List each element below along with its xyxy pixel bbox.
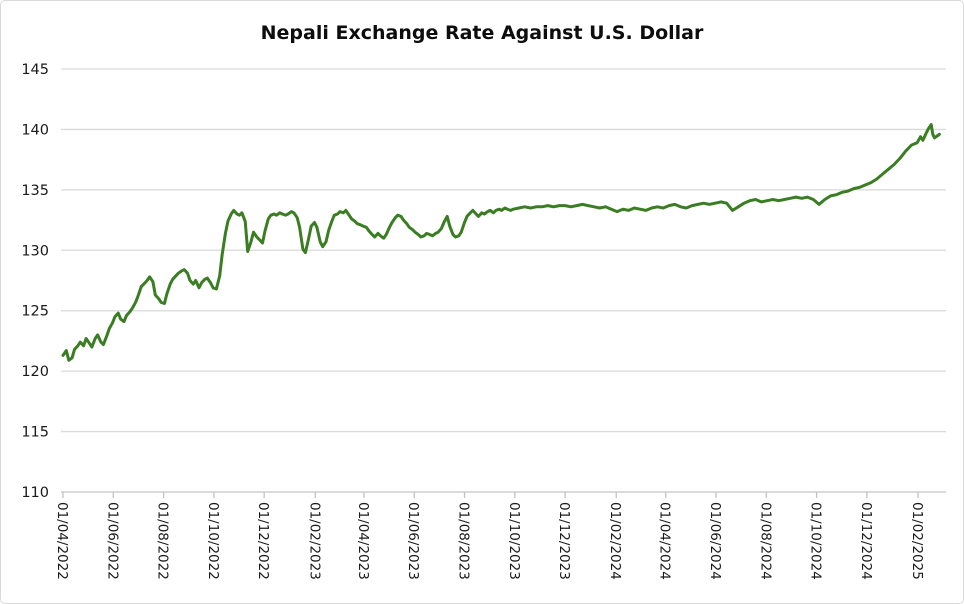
y-axis: 110 115 120 125 130 135 140 145 (21, 62, 49, 501)
y-axis-label: 120 (21, 364, 49, 380)
x-axis-label: 01/02/2025 (909, 502, 925, 580)
x-axis-label: 01/04/2023 (355, 502, 371, 580)
y-axis-label: 135 (21, 183, 49, 199)
y-axis-label: 145 (21, 62, 49, 78)
y-axis-label: 110 (21, 485, 49, 501)
x-axis-label: 01/10/2024 (808, 502, 824, 580)
y-axis-label: 140 (21, 122, 49, 138)
x-axis-label: 01/06/2022 (104, 502, 120, 580)
chart-title: Nepali Exchange Rate Against U.S. Dollar (261, 22, 704, 44)
x-axis-label: 01/10/2022 (205, 502, 221, 580)
x-axis-label: 01/12/2023 (556, 502, 572, 580)
exchange-rate-line (61, 123, 941, 362)
y-axis-label: 115 (21, 425, 49, 441)
x-axis-label: 01/12/2024 (858, 502, 874, 580)
gridlines (61, 68, 946, 493)
x-axis-label: 01/04/2024 (657, 502, 673, 580)
x-axis-label: 01/10/2023 (506, 502, 522, 580)
x-axis: 01/04/2022 01/06/2022 01/08/2022 01/10/2022… (54, 492, 925, 580)
y-axis-label: 130 (21, 243, 49, 259)
x-axis-label: 01/08/2024 (757, 502, 773, 580)
y-axis-label: 125 (21, 304, 49, 320)
x-axis-label: 01/04/2022 (54, 502, 70, 580)
x-axis-label: 01/06/2024 (707, 502, 723, 580)
x-axis-label: 01/02/2024 (607, 502, 623, 580)
x-axis-label: 01/12/2022 (255, 502, 271, 580)
x-axis-label: 01/02/2023 (306, 502, 322, 580)
x-axis-label: 01/08/2022 (155, 502, 171, 580)
x-axis-label: 01/08/2023 (456, 502, 472, 580)
x-axis-label: 01/06/2023 (405, 502, 421, 580)
